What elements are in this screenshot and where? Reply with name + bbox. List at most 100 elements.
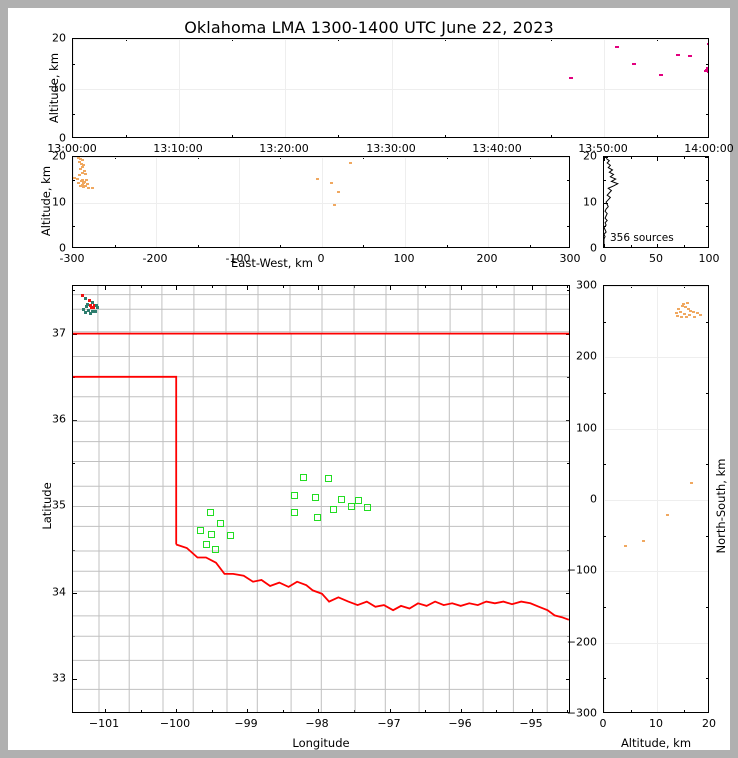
data-point [76, 178, 80, 181]
data-point [78, 185, 82, 188]
x-minor-tick [567, 710, 568, 712]
lma-station-marker[interactable] [212, 546, 220, 554]
lma-station-marker[interactable] [290, 491, 298, 499]
data-point [79, 163, 83, 166]
lma-station-marker[interactable] [208, 530, 216, 538]
data-point [78, 157, 82, 160]
panel-ns-height[interactable] [603, 285, 709, 713]
source-point [87, 299, 91, 303]
figure-canvas: Oklahoma LMA 1300-1400 UTC June 22, 2023… [8, 8, 734, 750]
y-ticklabel: 20 [583, 149, 597, 163]
x-minor-tick [354, 710, 355, 712]
y-gridline [604, 429, 708, 430]
y-minor-tick [706, 464, 708, 465]
x-minor-tick [657, 39, 658, 41]
data-point [79, 179, 83, 182]
x-ticklabel: 13:40:00 [472, 142, 522, 155]
lma-station-marker[interactable] [226, 532, 234, 540]
x-ticklabel: 13:30:00 [366, 142, 416, 155]
y-ticklabel: 0 [590, 241, 597, 255]
map-geometry [73, 286, 569, 712]
y-gridline [73, 39, 708, 40]
lma-station-marker[interactable] [203, 541, 211, 549]
p5-xlabel: Altitude, km [620, 736, 692, 750]
y-gridline [604, 643, 708, 644]
x-gridline [488, 157, 489, 247]
y-tick [565, 679, 569, 680]
data-point [688, 55, 693, 57]
lma-station-marker[interactable] [217, 520, 225, 528]
data-point [707, 42, 708, 45]
data-point [658, 74, 663, 76]
y-minor-tick [604, 607, 606, 608]
x-minor-tick [232, 135, 233, 137]
data-point [78, 167, 82, 170]
lma-station-marker[interactable] [364, 503, 372, 511]
lma-station-marker[interactable] [354, 496, 362, 504]
x-gridline [392, 39, 393, 137]
x-gridline [156, 157, 157, 247]
x-gridline [405, 157, 406, 247]
lma-station-marker[interactable] [313, 514, 321, 522]
panel-altitude-histogram[interactable] [603, 156, 709, 248]
source-point [82, 307, 86, 311]
x-ticklabel: 200 [476, 252, 498, 265]
x-minor-tick [631, 286, 632, 288]
x-minor-tick [115, 245, 116, 247]
lma-station-marker[interactable] [347, 502, 355, 510]
y-minor-tick [567, 463, 569, 464]
lma-station-marker[interactable] [291, 509, 299, 517]
x-ticklabel: 0 [599, 252, 607, 265]
y-ticklabel: 20 [52, 149, 66, 163]
x-minor-tick [141, 286, 142, 288]
lma-station-marker[interactable] [324, 475, 332, 483]
data-point [682, 312, 686, 315]
lma-station-marker[interactable] [300, 474, 307, 482]
data-point [707, 71, 708, 73]
x-tick [390, 286, 391, 290]
lma-station-marker[interactable] [312, 494, 320, 502]
y-ticklabel: 37 [52, 326, 66, 340]
x-gridline [657, 286, 658, 712]
panel-map[interactable] [72, 285, 570, 713]
y-minor-tick [706, 226, 708, 227]
y-ticklabel: 300 [576, 278, 597, 292]
y-gridline [604, 500, 708, 501]
lma-station-marker[interactable] [196, 527, 204, 535]
x-ticklabel: 20 [702, 717, 716, 730]
panel-ew-height[interactable] [72, 156, 570, 248]
x-minor-tick [425, 286, 426, 288]
p2-xlabel: East-West, km [231, 256, 313, 270]
source-point [87, 308, 91, 312]
data-point [680, 304, 684, 307]
panel-time-height[interactable] [72, 38, 709, 138]
data-point [85, 183, 89, 186]
x-gridline [322, 157, 323, 247]
y-tick [73, 334, 77, 335]
lma-station-marker[interactable] [337, 496, 345, 504]
x-tick [604, 157, 605, 161]
source-point [92, 306, 96, 310]
x-minor-tick [280, 245, 281, 247]
x-gridline [498, 39, 499, 137]
y-gridline [604, 571, 708, 572]
x-ticklabel: -100 [225, 252, 251, 265]
y-minor-tick [604, 464, 606, 465]
x-minor-tick [684, 245, 685, 247]
y-gridline [73, 203, 569, 204]
x-minor-tick [530, 157, 531, 159]
y-minor-tick [604, 180, 606, 181]
y-minor-tick [706, 678, 708, 679]
data-point [676, 307, 680, 310]
lma-station-marker[interactable] [206, 509, 214, 517]
data-point [679, 316, 683, 319]
y-minor-tick [567, 226, 569, 227]
lma-station-marker[interactable] [329, 505, 337, 513]
y-tick [565, 334, 569, 335]
source-point [85, 305, 89, 309]
x-minor-tick [232, 39, 233, 41]
source-point [94, 304, 98, 308]
data-point [703, 70, 708, 72]
p5-ylabel: North-South, km [714, 458, 728, 554]
data-point [332, 203, 336, 206]
